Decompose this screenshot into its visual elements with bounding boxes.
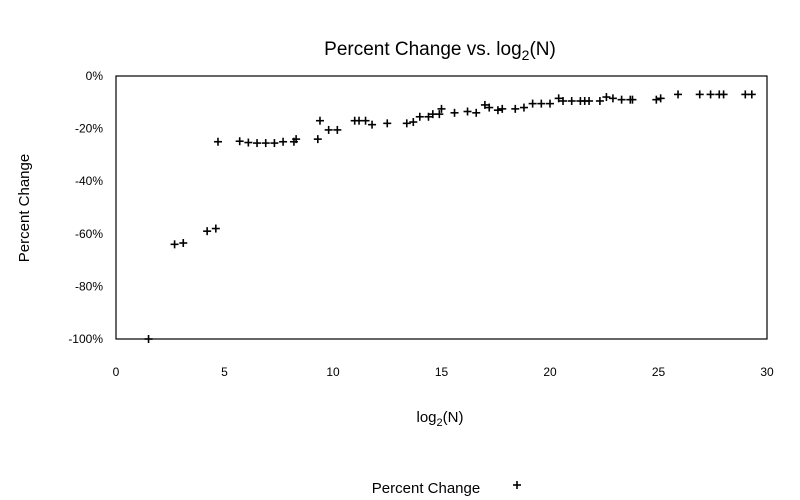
data-point	[324, 125, 333, 134]
data-point	[333, 125, 342, 134]
x-tick-label: 25	[652, 365, 666, 379]
legend: Percent Change	[372, 480, 521, 497]
data-point	[602, 93, 611, 102]
legend-label: Percent Change	[372, 480, 480, 497]
chart-title: Percent Change vs. log2(N)	[324, 39, 556, 63]
data-point	[261, 139, 270, 148]
data-point	[567, 96, 576, 105]
x-tick-label: 5	[221, 365, 228, 379]
data-point	[656, 94, 665, 103]
data-point	[424, 112, 433, 121]
data-point	[253, 139, 262, 148]
data-point	[652, 95, 661, 104]
x-tick-labels: 0 5 10 15 20 25 30	[113, 365, 774, 379]
x-tick-label: 20	[543, 365, 557, 379]
data-point	[144, 335, 153, 343]
y-tick-label: -40%	[75, 174, 103, 188]
data-point	[617, 95, 626, 104]
chart-title-main: Percent Change vs. log	[324, 39, 522, 60]
data-point	[409, 118, 418, 127]
data-point	[437, 104, 446, 113]
data-point	[361, 116, 370, 125]
data-point	[292, 135, 301, 144]
chart-title-subscript: 2	[522, 47, 530, 63]
data-point	[519, 103, 528, 112]
x-tick-label: 30	[760, 365, 774, 379]
data-point	[608, 94, 617, 103]
data-point	[279, 137, 288, 146]
data-point	[213, 137, 222, 146]
data-point	[179, 239, 188, 248]
data-point	[747, 90, 756, 99]
data-point	[402, 119, 411, 128]
data-point	[585, 96, 594, 105]
data-point	[719, 90, 728, 99]
data-point	[559, 96, 568, 105]
plot-area	[115, 75, 768, 340]
x-axis-title-main: log	[417, 409, 437, 426]
data-point	[485, 103, 494, 112]
legend-marker-icon	[513, 481, 521, 489]
data-point	[706, 90, 715, 99]
data-point	[674, 90, 683, 99]
y-tick-label: -60%	[75, 227, 103, 241]
data-point	[554, 94, 563, 103]
y-tick-label: -20%	[75, 122, 103, 136]
y-tick-label: -100%	[68, 332, 103, 346]
x-axis-title-subscript: 2	[437, 417, 443, 429]
y-tick-label: -80%	[75, 279, 103, 293]
legend-marker-plus	[513, 481, 521, 489]
chart-title-tail: (N)	[529, 39, 555, 60]
y-tick-label: 0%	[86, 69, 104, 83]
data-point	[270, 139, 279, 148]
data-point	[368, 120, 377, 129]
data-point	[211, 224, 220, 233]
x-tick-label: 15	[435, 365, 449, 379]
data-point	[480, 100, 489, 109]
data-point	[450, 108, 459, 117]
data-point	[315, 116, 324, 125]
data-point	[528, 99, 537, 108]
y-axis-title: Percent Change	[16, 154, 33, 262]
data-point	[203, 227, 212, 236]
data-point	[595, 96, 604, 105]
data-point	[435, 110, 444, 119]
data-point	[313, 135, 322, 144]
data-point	[546, 99, 554, 108]
data-point	[170, 240, 179, 249]
y-tick-labels: 0% -20% -40% -60% -80% -100%	[68, 69, 103, 346]
data-point	[493, 106, 502, 115]
data-point	[537, 99, 546, 108]
x-tick-label: 10	[326, 365, 340, 379]
data-point	[244, 138, 253, 147]
data-point	[415, 112, 424, 121]
x-tick-label: 0	[113, 365, 120, 379]
x-axis-title: log2(N)	[417, 409, 464, 429]
data-point	[695, 90, 704, 99]
data-point	[235, 137, 244, 146]
data-point	[498, 104, 507, 113]
data-points	[144, 90, 756, 343]
x-axis-title-tail: (N)	[443, 409, 464, 426]
data-point	[383, 119, 392, 128]
data-point	[463, 107, 472, 116]
data-point	[628, 95, 637, 104]
data-point	[472, 108, 481, 117]
data-point	[511, 104, 520, 113]
